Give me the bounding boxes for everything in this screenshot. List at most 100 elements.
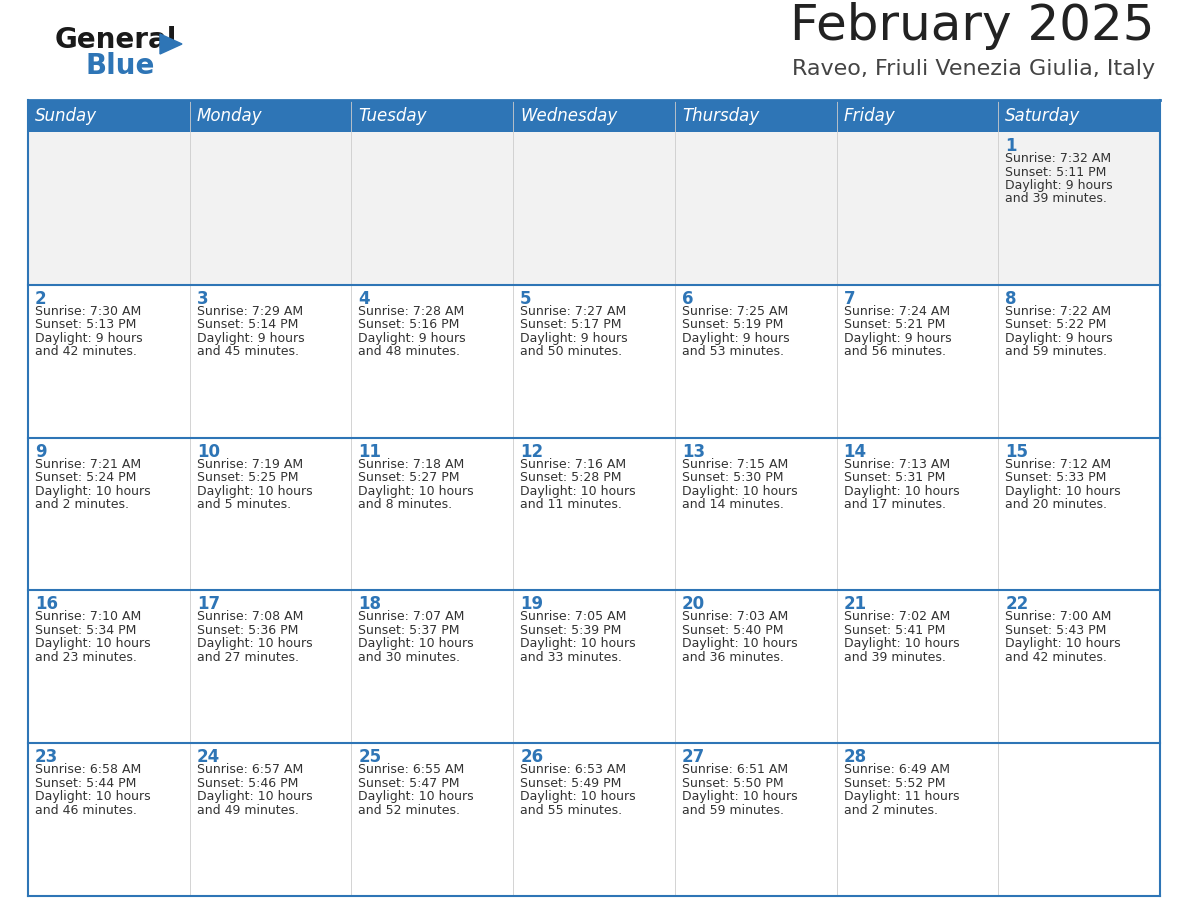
Text: 21: 21 — [843, 596, 867, 613]
Text: Daylight: 10 hours: Daylight: 10 hours — [682, 790, 797, 803]
Text: Daylight: 10 hours: Daylight: 10 hours — [359, 637, 474, 650]
Bar — [190, 744, 352, 896]
Bar — [513, 132, 675, 285]
Text: Daylight: 10 hours: Daylight: 10 hours — [197, 637, 312, 650]
Bar — [352, 590, 513, 744]
Bar — [675, 438, 836, 590]
Text: 9: 9 — [34, 442, 46, 461]
Text: 25: 25 — [359, 748, 381, 767]
Text: Monday: Monday — [197, 107, 263, 125]
Bar — [513, 590, 675, 744]
Bar — [998, 590, 1159, 744]
Text: Sunday: Sunday — [34, 107, 97, 125]
Bar — [352, 744, 513, 896]
Text: Daylight: 10 hours: Daylight: 10 hours — [843, 485, 959, 498]
Text: Friday: Friday — [843, 107, 896, 125]
Text: Sunset: 5:13 PM: Sunset: 5:13 PM — [34, 319, 137, 331]
Text: and 39 minutes.: and 39 minutes. — [1005, 193, 1107, 206]
Text: Sunset: 5:41 PM: Sunset: 5:41 PM — [843, 624, 944, 637]
Bar — [836, 744, 998, 896]
Text: Daylight: 9 hours: Daylight: 9 hours — [682, 331, 790, 345]
Text: Sunset: 5:25 PM: Sunset: 5:25 PM — [197, 471, 298, 484]
Text: Daylight: 9 hours: Daylight: 9 hours — [520, 331, 627, 345]
Bar — [998, 438, 1159, 590]
Text: Sunset: 5:33 PM: Sunset: 5:33 PM — [1005, 471, 1107, 484]
Text: Sunset: 5:21 PM: Sunset: 5:21 PM — [843, 319, 944, 331]
Bar — [513, 285, 675, 438]
Text: Daylight: 10 hours: Daylight: 10 hours — [520, 485, 636, 498]
Text: Sunrise: 7:19 AM: Sunrise: 7:19 AM — [197, 457, 303, 471]
Text: and 2 minutes.: and 2 minutes. — [34, 498, 129, 511]
Text: 20: 20 — [682, 596, 704, 613]
Bar — [190, 132, 352, 285]
Text: Sunrise: 7:15 AM: Sunrise: 7:15 AM — [682, 457, 788, 471]
Text: and 23 minutes.: and 23 minutes. — [34, 651, 137, 664]
Text: 14: 14 — [843, 442, 867, 461]
Text: and 30 minutes.: and 30 minutes. — [359, 651, 461, 664]
Text: Sunrise: 7:16 AM: Sunrise: 7:16 AM — [520, 457, 626, 471]
Text: and 5 minutes.: and 5 minutes. — [197, 498, 291, 511]
Text: 5: 5 — [520, 290, 532, 308]
Text: and 50 minutes.: and 50 minutes. — [520, 345, 623, 358]
Bar — [675, 132, 836, 285]
Bar — [29, 438, 190, 590]
Text: Wednesday: Wednesday — [520, 107, 618, 125]
Text: Daylight: 10 hours: Daylight: 10 hours — [1005, 485, 1121, 498]
Text: Sunset: 5:27 PM: Sunset: 5:27 PM — [359, 471, 460, 484]
Text: Sunset: 5:31 PM: Sunset: 5:31 PM — [843, 471, 944, 484]
Text: General: General — [55, 26, 177, 54]
Text: Tuesday: Tuesday — [359, 107, 426, 125]
Text: Sunset: 5:39 PM: Sunset: 5:39 PM — [520, 624, 621, 637]
Text: Sunrise: 7:12 AM: Sunrise: 7:12 AM — [1005, 457, 1112, 471]
Text: Daylight: 10 hours: Daylight: 10 hours — [682, 637, 797, 650]
Text: Sunrise: 6:58 AM: Sunrise: 6:58 AM — [34, 763, 141, 777]
Text: and 42 minutes.: and 42 minutes. — [34, 345, 137, 358]
Text: and 39 minutes.: and 39 minutes. — [843, 651, 946, 664]
Text: Daylight: 10 hours: Daylight: 10 hours — [682, 485, 797, 498]
Text: Sunset: 5:46 PM: Sunset: 5:46 PM — [197, 777, 298, 789]
Text: 1: 1 — [1005, 137, 1017, 155]
Text: Sunset: 5:36 PM: Sunset: 5:36 PM — [197, 624, 298, 637]
Text: 2: 2 — [34, 290, 46, 308]
Bar — [836, 438, 998, 590]
Text: Sunset: 5:24 PM: Sunset: 5:24 PM — [34, 471, 137, 484]
Text: Sunset: 5:44 PM: Sunset: 5:44 PM — [34, 777, 137, 789]
Text: 18: 18 — [359, 596, 381, 613]
Text: Sunset: 5:28 PM: Sunset: 5:28 PM — [520, 471, 621, 484]
Bar — [190, 438, 352, 590]
Bar — [998, 132, 1159, 285]
Text: 16: 16 — [34, 596, 58, 613]
Text: 11: 11 — [359, 442, 381, 461]
Text: and 53 minutes.: and 53 minutes. — [682, 345, 784, 358]
Text: Sunrise: 7:29 AM: Sunrise: 7:29 AM — [197, 305, 303, 318]
Text: and 27 minutes.: and 27 minutes. — [197, 651, 298, 664]
Bar — [513, 744, 675, 896]
Text: Sunrise: 7:00 AM: Sunrise: 7:00 AM — [1005, 610, 1112, 623]
Text: and 49 minutes.: and 49 minutes. — [197, 803, 298, 817]
Text: 8: 8 — [1005, 290, 1017, 308]
Text: 19: 19 — [520, 596, 543, 613]
Text: Sunset: 5:19 PM: Sunset: 5:19 PM — [682, 319, 783, 331]
Text: Sunset: 5:11 PM: Sunset: 5:11 PM — [1005, 165, 1107, 178]
Text: and 2 minutes.: and 2 minutes. — [843, 803, 937, 817]
Text: Sunset: 5:37 PM: Sunset: 5:37 PM — [359, 624, 460, 637]
Bar — [352, 132, 513, 285]
Bar — [836, 132, 998, 285]
Text: 3: 3 — [197, 290, 208, 308]
Text: Daylight: 11 hours: Daylight: 11 hours — [843, 790, 959, 803]
Text: Sunrise: 6:51 AM: Sunrise: 6:51 AM — [682, 763, 788, 777]
Text: Sunset: 5:52 PM: Sunset: 5:52 PM — [843, 777, 946, 789]
Text: Daylight: 10 hours: Daylight: 10 hours — [1005, 637, 1121, 650]
Bar — [675, 285, 836, 438]
Text: and 46 minutes.: and 46 minutes. — [34, 803, 137, 817]
Text: Daylight: 10 hours: Daylight: 10 hours — [359, 790, 474, 803]
Bar — [675, 744, 836, 896]
Bar — [29, 744, 190, 896]
Text: Sunrise: 7:24 AM: Sunrise: 7:24 AM — [843, 305, 949, 318]
Text: and 17 minutes.: and 17 minutes. — [843, 498, 946, 511]
Text: Sunrise: 7:30 AM: Sunrise: 7:30 AM — [34, 305, 141, 318]
Text: and 59 minutes.: and 59 minutes. — [1005, 345, 1107, 358]
Text: Daylight: 9 hours: Daylight: 9 hours — [843, 331, 952, 345]
Bar — [513, 438, 675, 590]
Text: Daylight: 10 hours: Daylight: 10 hours — [197, 790, 312, 803]
